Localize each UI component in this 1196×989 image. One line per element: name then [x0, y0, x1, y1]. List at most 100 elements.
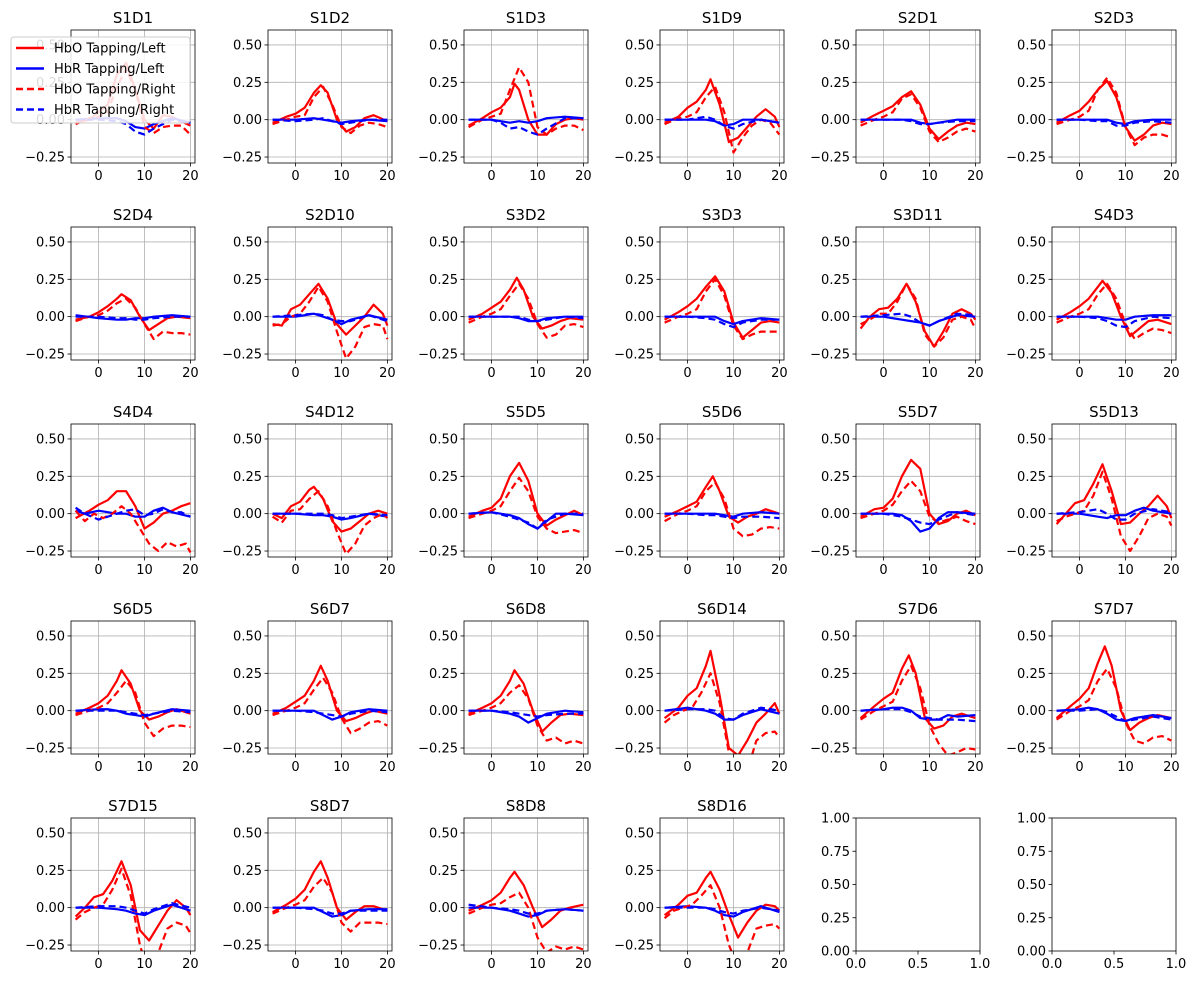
x-tick-label: 0	[683, 563, 691, 578]
x-tick-label: 20	[771, 563, 788, 578]
y-tick-label: 0.00	[36, 901, 65, 916]
x-tick-label: 20	[771, 169, 788, 184]
series-line-hbr-right	[272, 117, 388, 126]
y-tick-label: 0.25	[429, 470, 458, 485]
x-tick-label: 0.0	[1042, 957, 1063, 972]
x-tick-label: 10	[725, 169, 742, 184]
x-tick-label: 20	[967, 563, 984, 578]
x-tick-label: 10	[921, 563, 938, 578]
y-tick-label: −0.25	[222, 939, 262, 954]
y-tick-label: 0.00	[233, 901, 262, 916]
x-tick-label: 10	[921, 169, 938, 184]
y-tick-label: 0.25	[1017, 911, 1046, 926]
axes-frame	[267, 423, 393, 558]
subplot: 0 10 20 −0.25 0.00 0.25 0.50 S4D4	[25, 403, 199, 578]
x-tick-label: 10	[529, 169, 546, 184]
y-tick-label: 0.25	[429, 864, 458, 879]
x-tick-label: 20	[575, 563, 592, 578]
y-tick-label: 0.50	[429, 235, 458, 250]
series-line-hbr-left	[664, 706, 780, 721]
x-tick-label: 10	[529, 563, 546, 578]
subplot-title: S1D2	[310, 9, 350, 27]
x-tick-label: 0	[683, 760, 691, 775]
axes-frame	[659, 226, 785, 361]
subplot: 0 10 20 −0.25 0.00 0.25 0.50 S5D7	[810, 403, 984, 578]
x-tick-label: 0	[94, 957, 102, 972]
x-tick-label: 20	[967, 760, 984, 775]
x-tick-label: 0	[683, 366, 691, 381]
y-tick-label: 0.25	[429, 273, 458, 288]
series-line-hbo-left	[468, 276, 584, 330]
series-line-hbo-left	[860, 458, 976, 526]
y-tick-label: −0.25	[222, 348, 262, 363]
x-tick-label: 10	[333, 366, 350, 381]
x-tick-label: 10	[333, 563, 350, 578]
subplot: 0 10 20 −0.25 0.00 0.25 0.50 S2D3	[1006, 9, 1180, 184]
x-tick-label: 0	[94, 169, 102, 184]
x-tick-label: 20	[967, 366, 984, 381]
subplot-title: S3D11	[893, 206, 943, 224]
y-tick-label: 0.50	[429, 629, 458, 644]
subplot: 0 10 20 −0.25 0.00 0.25 0.50 S6D8	[418, 600, 592, 775]
subplot: 0 10 20 −0.25 0.00 0.25 0.50 S7D7	[1006, 600, 1180, 775]
x-tick-label: 20	[575, 366, 592, 381]
axes-frame	[855, 620, 981, 755]
y-tick-label: 0.00	[36, 704, 65, 719]
series-line-hbo-left	[860, 90, 976, 141]
y-tick-label: 0.25	[821, 273, 850, 288]
series-line-hbo-right	[75, 679, 191, 738]
y-tick-label: 0.00	[1017, 310, 1046, 325]
y-tick-label: 0.00	[625, 704, 654, 719]
y-tick-label: −0.25	[1006, 348, 1046, 363]
x-tick-label: 10	[136, 169, 153, 184]
x-tick-label: 10	[333, 957, 350, 972]
subplot-title: S2D3	[1094, 9, 1134, 27]
axes-frame	[659, 620, 785, 755]
y-tick-label: 0.00	[233, 704, 262, 719]
y-tick-label: 0.00	[429, 113, 458, 128]
subplot-title: S5D5	[506, 403, 546, 421]
series-line-hbr-right	[272, 709, 388, 718]
plot-background	[464, 818, 588, 951]
series-line-hbo-left	[272, 84, 388, 133]
y-tick-label: 0.50	[625, 235, 654, 250]
subplot: 0 10 20 −0.25 0.00 0.25 0.50 S5D6	[614, 403, 788, 578]
y-tick-label: −0.25	[810, 545, 850, 560]
y-tick-label: 0.50	[1017, 432, 1046, 447]
axes-frame	[855, 817, 981, 952]
series-line-hbo-left	[663, 870, 781, 939]
subplot: 0 10 20 −0.25 0.00 0.25 0.50 S3D11	[810, 206, 984, 381]
y-tick-label: −0.25	[1006, 742, 1046, 757]
subplot-title: S5D6	[702, 403, 742, 421]
y-tick-label: −0.25	[25, 742, 65, 757]
series-line-hbr-left	[1056, 118, 1172, 126]
subplot-title: S6D14	[697, 600, 747, 618]
y-tick-label: 0.50	[233, 826, 262, 841]
subplot-title: S8D16	[697, 797, 747, 815]
legend: HbO Tapping/Left HbR Tapping/Left HbO Tapp…	[10, 36, 191, 124]
series-line-hbr-left	[75, 314, 191, 321]
axes-frame	[463, 226, 589, 361]
x-tick-label: 20	[771, 957, 788, 972]
series-line-hbo-right	[468, 66, 584, 136]
y-tick-label: 0.25	[625, 273, 654, 288]
x-tick-label: 20	[182, 169, 199, 184]
series-line-hbo-left	[468, 461, 584, 527]
subplot-title: S7D15	[108, 797, 158, 815]
y-tick-label: 0.25	[429, 76, 458, 91]
y-tick-label: −0.25	[418, 742, 458, 757]
plot-background	[464, 30, 588, 163]
y-tick-label: 0.00	[625, 901, 654, 916]
series-line-hbr-right	[74, 506, 191, 521]
axes-frame	[463, 817, 589, 952]
y-tick-label: 0.50	[36, 235, 65, 250]
x-tick-label: 20	[575, 957, 592, 972]
y-tick-label: 0.25	[1017, 470, 1046, 485]
x-tick-label: 0	[94, 760, 102, 775]
series-line-hbo-right	[1056, 470, 1173, 553]
subplot: 0 10 20 −0.25 0.00 0.25 0.50 S8D8	[418, 797, 592, 972]
y-tick-label: 0.50	[625, 432, 654, 447]
axes-frame	[463, 620, 589, 755]
x-tick-label: 0	[487, 957, 495, 972]
y-tick-label: −0.25	[614, 939, 654, 954]
